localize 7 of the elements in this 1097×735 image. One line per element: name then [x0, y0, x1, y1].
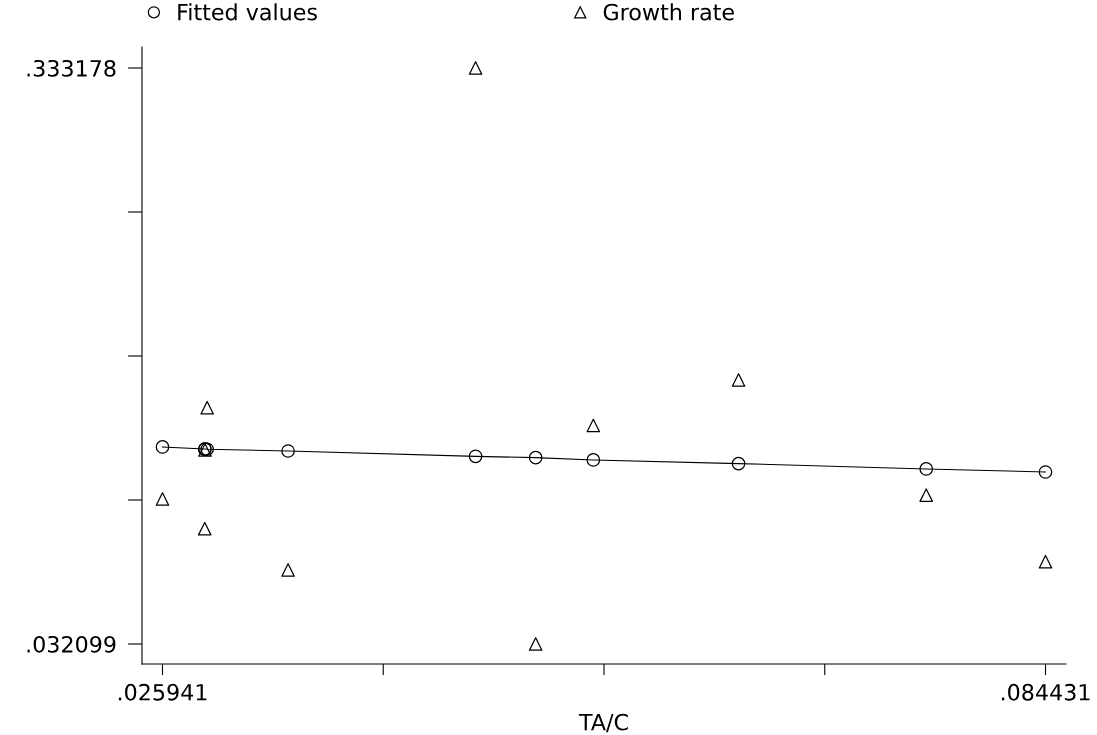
x-tick-label: .084431 — [1001, 683, 1090, 701]
legend-label: Growth rate — [603, 3, 734, 21]
y-tick-label: .333178 — [27, 59, 116, 77]
legend-label: Fitted values — [178, 3, 317, 21]
y-tick-label: .032099 — [27, 635, 116, 653]
x-axis-title: TA/C — [578, 713, 628, 733]
x-tick-label: .025941 — [118, 683, 207, 701]
